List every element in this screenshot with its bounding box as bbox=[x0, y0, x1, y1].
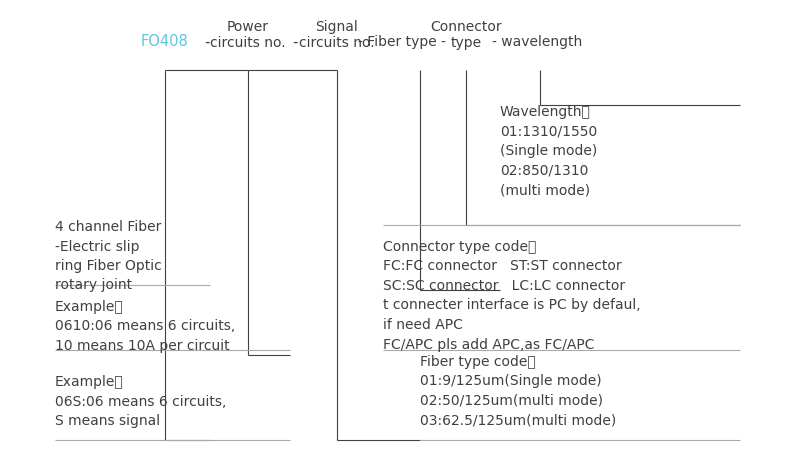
Text: Power
circuits no.: Power circuits no. bbox=[210, 20, 286, 50]
Text: Connector type code：
FC:FC connector   ST:ST connector
SC:SC connector   LC:LC c: Connector type code： FC:FC connector ST:… bbox=[383, 240, 641, 352]
Text: Example：
0610:06 means 6 circuits,
10 means 10A per circuit: Example： 0610:06 means 6 circuits, 10 me… bbox=[55, 300, 235, 353]
Text: - wavelength: - wavelength bbox=[492, 35, 582, 49]
Text: FO408: FO408 bbox=[141, 35, 189, 49]
Text: 4 channel Fiber
-Electric slip
ring Fiber Optic
rotary joint: 4 channel Fiber -Electric slip ring Fibe… bbox=[55, 220, 162, 293]
Text: Fiber type code：
01:9/125um(Single mode)
02:50/125um(multi mode)
03:62.5/125um(m: Fiber type code： 01:9/125um(Single mode)… bbox=[420, 355, 616, 428]
Text: -: - bbox=[292, 35, 298, 49]
Text: Connector
type: Connector type bbox=[430, 20, 502, 50]
Text: -: - bbox=[204, 35, 210, 49]
Text: Wavelength：
01:1310/1550
(Single mode)
02:850/1310
(multi mode): Wavelength： 01:1310/1550 (Single mode) 0… bbox=[500, 105, 598, 197]
Text: - Fiber type -: - Fiber type - bbox=[358, 35, 446, 49]
Text: Example：
06S:06 means 6 circuits,
S means signal: Example： 06S:06 means 6 circuits, S mean… bbox=[55, 375, 226, 428]
Text: Signal
circuits no.: Signal circuits no. bbox=[299, 20, 375, 50]
